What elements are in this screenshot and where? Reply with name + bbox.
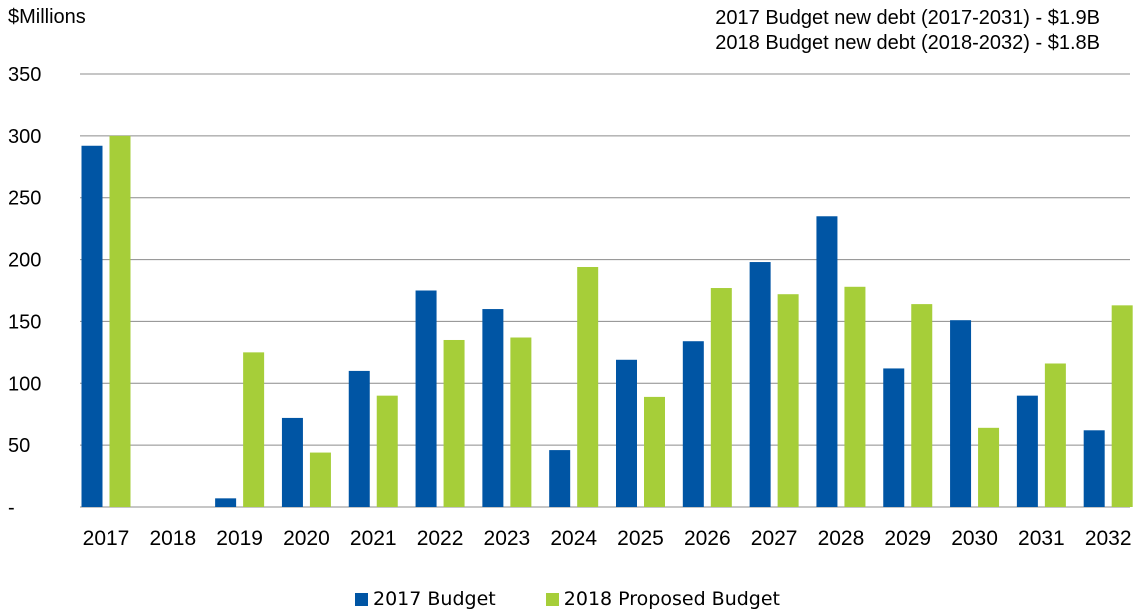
bar-2017-budget-2031 bbox=[1016, 395, 1038, 507]
bar-2018-proposed-2026 bbox=[710, 288, 732, 507]
bar-2018-proposed-2017 bbox=[109, 135, 131, 507]
x-tick-label: 2029 bbox=[884, 527, 931, 550]
legend-label-2017: 2017 Budget bbox=[372, 588, 496, 610]
bar-2018-proposed-2031 bbox=[1044, 363, 1066, 507]
y-tick-label: 300 bbox=[8, 126, 41, 148]
x-tick-label: 2028 bbox=[818, 527, 865, 550]
y-tick-label: 250 bbox=[8, 188, 41, 210]
bar-2018-proposed-2020 bbox=[309, 452, 331, 507]
bar-2017-budget-2019 bbox=[215, 498, 237, 507]
bar-2017-budget-2023 bbox=[482, 309, 504, 507]
bar-2017-budget-2029 bbox=[883, 368, 905, 507]
x-tick-label: 2021 bbox=[350, 527, 397, 550]
bar-2017-budget-2026 bbox=[682, 341, 704, 507]
x-tick-label: 2017 bbox=[83, 527, 130, 550]
y-tick-label: 350 bbox=[8, 64, 41, 86]
x-tick-label: 2031 bbox=[1018, 527, 1065, 550]
bar-2017-budget-2027 bbox=[749, 262, 771, 507]
bar-2017-budget-2017 bbox=[81, 145, 103, 508]
bar-2017-budget-2025 bbox=[616, 359, 637, 507]
x-tick-label: 2018 bbox=[149, 527, 196, 550]
y-tick-label: 150 bbox=[8, 311, 41, 333]
x-tick-label: 2027 bbox=[751, 527, 798, 550]
bar-2018-proposed-2021 bbox=[376, 395, 398, 507]
bar-2018-proposed-2019 bbox=[243, 352, 265, 507]
bar-2018-proposed-2027 bbox=[777, 294, 799, 507]
bar-2018-proposed-2028 bbox=[844, 286, 866, 507]
annotation-2017-debt: 2017 Budget new debt (2017-2031) - $1.9B bbox=[715, 7, 1100, 29]
y-tick-label: 50 bbox=[8, 435, 30, 457]
x-tick-label: 2019 bbox=[216, 527, 263, 550]
x-tick-label: 2032 bbox=[1085, 527, 1132, 550]
bar-2017-budget-2020 bbox=[281, 417, 303, 507]
bar-2018-proposed-2023 bbox=[510, 337, 532, 507]
legend-label-2018: 2018 Proposed Budget bbox=[563, 588, 781, 610]
bar-2018-proposed-2025 bbox=[644, 396, 665, 507]
legend: 2017 Budget 2018 Proposed Budget bbox=[0, 588, 1135, 611]
x-tick-label: 2025 bbox=[617, 527, 664, 550]
y-tick-label: - bbox=[8, 497, 15, 519]
x-tick-label: 2020 bbox=[283, 527, 330, 550]
y-tick-label: 100 bbox=[8, 373, 41, 395]
bar-2017-budget-2022 bbox=[415, 290, 437, 507]
x-tick-label: 2022 bbox=[417, 527, 464, 550]
bar-2018-proposed-2032 bbox=[1111, 305, 1133, 507]
chart-annotations: 2017 Budget new debt (2017-2031) - $1.9B… bbox=[715, 6, 1100, 56]
legend-swatch-2017 bbox=[354, 592, 368, 606]
bar-2017-budget-2030 bbox=[950, 320, 972, 507]
y-unit-label: $Millions bbox=[8, 6, 86, 28]
annotation-2018-debt: 2018 Budget new debt (2018-2032) - $1.8B bbox=[715, 32, 1100, 54]
legend-swatch-2018 bbox=[545, 592, 559, 606]
x-tick-label: 2023 bbox=[484, 527, 531, 550]
legend-item-2018: 2018 Proposed Budget bbox=[545, 588, 781, 610]
bar-2018-proposed-2024 bbox=[577, 266, 599, 507]
x-tick-label: 2030 bbox=[951, 527, 998, 550]
bar-2017-budget-2032 bbox=[1083, 430, 1105, 507]
bar-2018-proposed-2029 bbox=[911, 304, 933, 507]
legend-item-2017: 2017 Budget bbox=[354, 588, 496, 610]
y-tick-label: 200 bbox=[8, 250, 41, 272]
bar-2017-budget-2021 bbox=[348, 370, 370, 507]
bar-2017-budget-2028 bbox=[816, 216, 838, 507]
bar-2018-proposed-2022 bbox=[443, 339, 465, 507]
x-tick-label: 2024 bbox=[550, 527, 597, 550]
bar-2017-budget-2024 bbox=[549, 450, 571, 507]
x-tick-label: 2026 bbox=[684, 527, 731, 550]
bar-2018-proposed-2030 bbox=[978, 427, 1000, 507]
